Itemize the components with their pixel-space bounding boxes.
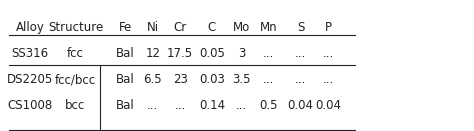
- Text: ...: ...: [322, 47, 334, 60]
- Text: S: S: [297, 21, 304, 34]
- Text: Bal: Bal: [116, 99, 135, 112]
- Text: bcc: bcc: [65, 99, 86, 112]
- Text: ...: ...: [263, 73, 274, 86]
- Text: 23: 23: [173, 73, 188, 86]
- Text: fcc/bcc: fcc/bcc: [55, 73, 96, 86]
- Text: CS1008: CS1008: [7, 99, 53, 112]
- Text: DS2205: DS2205: [7, 73, 53, 86]
- Text: 0.04: 0.04: [288, 99, 314, 112]
- Text: 17.5: 17.5: [167, 47, 193, 60]
- Text: ...: ...: [322, 73, 334, 86]
- Text: C: C: [208, 21, 216, 34]
- Text: SS316: SS316: [11, 47, 48, 60]
- Text: Alloy: Alloy: [16, 21, 45, 34]
- Text: ...: ...: [295, 47, 306, 60]
- Text: ...: ...: [174, 99, 186, 112]
- Text: 0.5: 0.5: [260, 99, 278, 112]
- Text: 6.5: 6.5: [144, 73, 162, 86]
- Text: Structure: Structure: [48, 21, 103, 34]
- Text: 3.5: 3.5: [232, 73, 251, 86]
- Text: 0.04: 0.04: [315, 99, 341, 112]
- Text: 12: 12: [146, 47, 160, 60]
- Text: Bal: Bal: [116, 47, 135, 60]
- Text: Mn: Mn: [260, 21, 278, 34]
- Text: ...: ...: [295, 73, 306, 86]
- Text: ...: ...: [263, 47, 274, 60]
- Text: 0.05: 0.05: [199, 47, 225, 60]
- Text: 0.14: 0.14: [199, 99, 225, 112]
- Text: Mo: Mo: [233, 21, 250, 34]
- Text: Ni: Ni: [147, 21, 159, 34]
- Text: ...: ...: [147, 99, 158, 112]
- Text: fcc: fcc: [67, 47, 84, 60]
- Text: Fe: Fe: [119, 21, 132, 34]
- Text: Bal: Bal: [116, 73, 135, 86]
- Text: 0.03: 0.03: [199, 73, 225, 86]
- Text: 3: 3: [238, 47, 245, 60]
- Text: P: P: [325, 21, 331, 34]
- Text: ...: ...: [236, 99, 247, 112]
- Text: Cr: Cr: [173, 21, 187, 34]
